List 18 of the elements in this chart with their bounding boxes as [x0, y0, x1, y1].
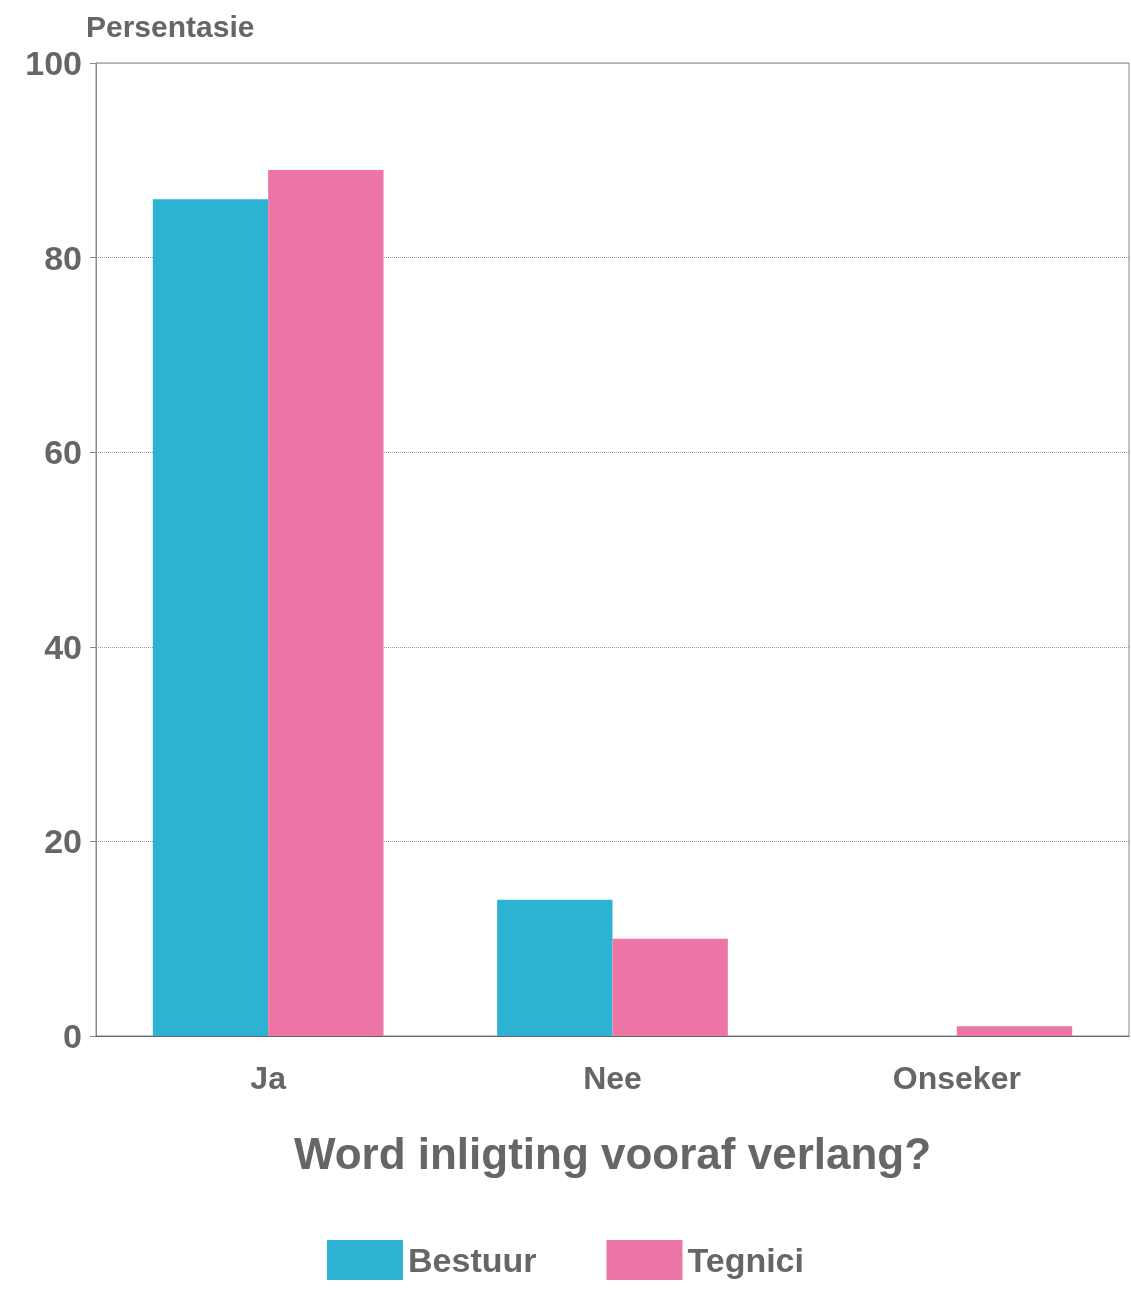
bar — [268, 170, 384, 1036]
x-axis-title: Word inligting vooraf verlang? — [293, 1128, 932, 1178]
bar — [956, 1026, 1073, 1036]
bar — [497, 899, 613, 1036]
y-tick-label: 0 — [63, 1017, 82, 1055]
y-tick-label: 80 — [44, 238, 82, 277]
y-tick-label: 40 — [44, 627, 82, 666]
bar — [612, 938, 728, 1036]
legend-label: Tegnici — [687, 1241, 804, 1279]
y-axis-title: Persentasie — [86, 9, 255, 43]
bar — [152, 199, 269, 1036]
x-tick-label: Onseker — [892, 1060, 1021, 1096]
x-tick-label: Nee — [583, 1060, 642, 1096]
y-tick-label: 60 — [44, 433, 82, 472]
x-tick-label: Ja — [250, 1060, 287, 1096]
y-tick-label: 100 — [25, 44, 82, 82]
legend-label: Bestuur — [408, 1241, 537, 1279]
y-tick-label: 20 — [44, 822, 82, 861]
